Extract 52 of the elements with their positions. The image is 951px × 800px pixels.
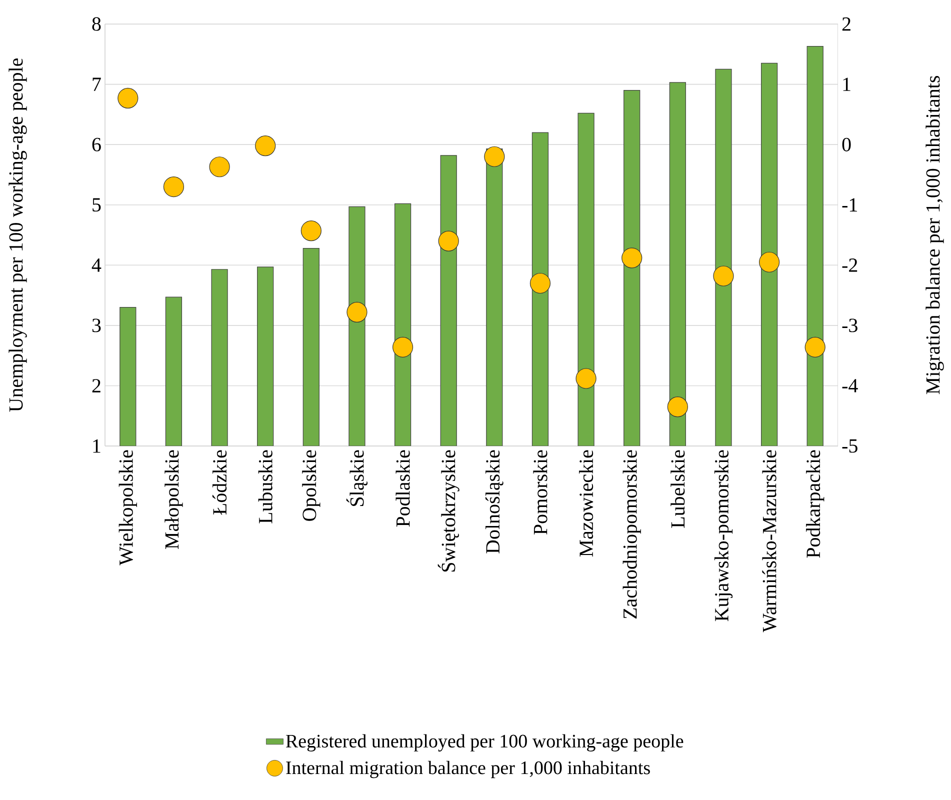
y-tick-label: 2 (92, 379, 100, 392)
x-tick-label: Mazowieckie (579, 450, 594, 557)
y2-tick-label: 2 (842, 17, 850, 31)
x-tick-label: Lubelskie (670, 450, 685, 528)
x-tick-label: Kujawsko-pomorskie (714, 450, 733, 622)
y-tick-label: 8 (92, 17, 101, 31)
point (804, 336, 826, 358)
y2-tick-label: -3 (842, 318, 858, 332)
x-tick-label: Śląskie (346, 450, 368, 506)
y-tick-label: 6 (92, 138, 101, 152)
point (622, 248, 642, 268)
x-tick-label: Małopolskie (164, 450, 183, 549)
x-tick-label: Świętokrzyskie (438, 450, 460, 572)
y2-tick-label: -2 (842, 258, 858, 272)
y-tick-label: 1 (93, 439, 100, 453)
point (713, 266, 734, 286)
point (438, 230, 459, 252)
y2-axis-title: Migration balance per 1,000 inhabitants (926, 76, 944, 394)
y-axis-title: Unemployment per 100 working-age people (8, 58, 27, 412)
point (346, 302, 368, 322)
x-tick-label: Łódzkie (212, 450, 227, 515)
y-tick-label: 5 (92, 198, 101, 212)
y-tick-label: 7 (92, 78, 101, 91)
point (209, 156, 230, 178)
x-tick-label: Warmińsko-Mazurskie (762, 450, 776, 632)
x-tick-label: Podlaskie (396, 450, 410, 527)
x-tick-label: Opolskie (302, 450, 320, 521)
point (758, 252, 780, 272)
y2-tick-label: -1 (842, 198, 857, 212)
x-tick-label: Podkarpackie (806, 450, 824, 558)
point (163, 176, 184, 198)
point (255, 135, 276, 156)
point (530, 272, 551, 294)
legend-label: Internal migration balance per 1,000 inhabitants (286, 760, 650, 778)
point (667, 396, 688, 418)
y-tick-label: 4 (92, 258, 102, 272)
point (484, 146, 505, 167)
x-tick-label: Zachodniopomorskie (622, 450, 641, 619)
legend-label: Registered unemployed per 100 working-age people (286, 734, 684, 752)
x-tick-label: Pomorskie (533, 450, 548, 535)
point (118, 88, 138, 108)
x-tick-label: Lubuskie (258, 450, 272, 524)
y2-tick-label: -5 (842, 439, 858, 453)
y-tick-label: 3 (92, 318, 101, 332)
x-tick-label: Wielkopolskie (118, 450, 137, 566)
x-tick-label: Dolnośląskie (485, 450, 504, 554)
y2-tick-label: 1 (843, 78, 850, 91)
point (576, 368, 596, 389)
y2-tick-label: 0 (842, 138, 851, 152)
y2-tick-label: -4 (842, 379, 858, 392)
point (300, 220, 322, 242)
point (392, 336, 414, 358)
